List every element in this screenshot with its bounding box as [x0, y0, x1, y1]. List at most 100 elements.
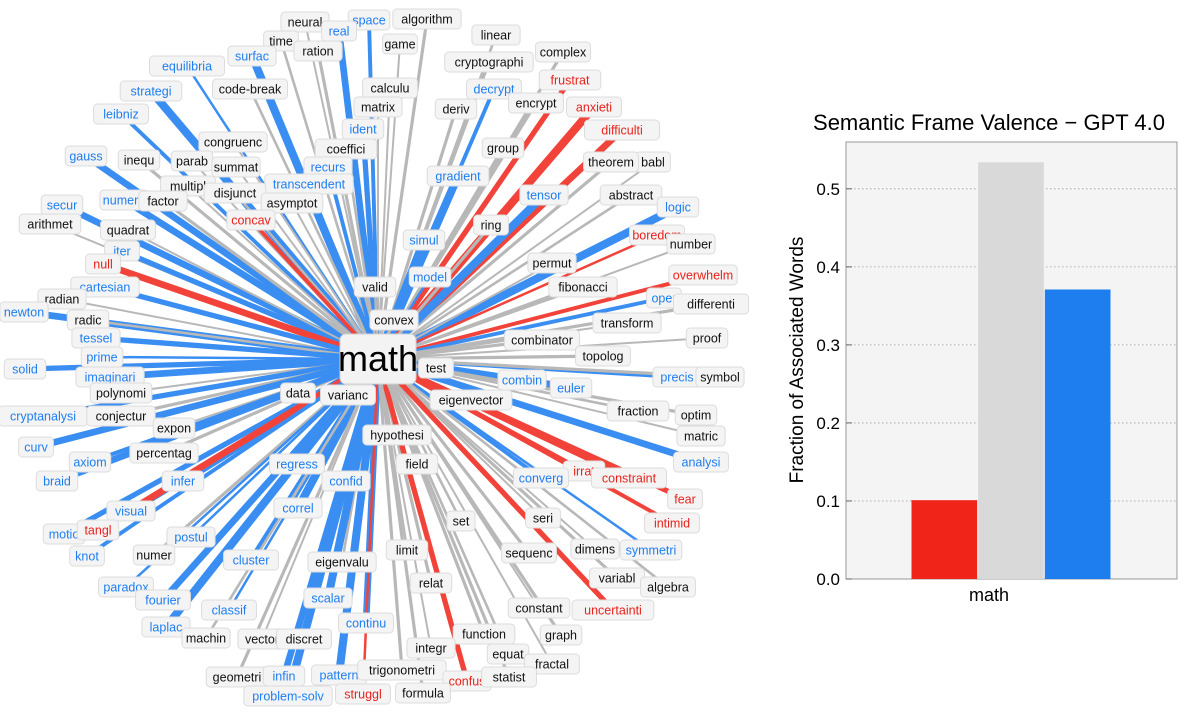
node-axiom: axiom [68, 451, 112, 473]
node-label: fibonacci [558, 281, 607, 295]
node-label: number [670, 238, 712, 252]
node-struggl: struggl [335, 683, 391, 705]
node-limit: limit [385, 539, 429, 561]
node-label: arithmet [27, 218, 73, 232]
node-label: proof [693, 332, 722, 346]
node-label: code-break [219, 83, 282, 97]
node-neural: neural [280, 11, 330, 33]
node-label: test [426, 362, 447, 376]
node-combin: combin [497, 369, 547, 391]
edge-intimid [377, 357, 673, 525]
node-label: statist [493, 671, 526, 685]
node-label: permut [533, 257, 572, 271]
node-newton: newton [0, 301, 49, 323]
node-fear: fear [667, 488, 703, 510]
node-label: axiom [73, 456, 106, 470]
edge-time [279, 40, 380, 360]
y-tick-label: 0.2 [816, 414, 840, 433]
node-box [395, 682, 451, 704]
node-secur: secur [40, 194, 84, 216]
node-leibniz: leibniz [93, 103, 149, 125]
chart-title: Semantic Frame Valence − GPT 4.0 [813, 110, 1165, 135]
node-symbol: symbol [695, 366, 745, 388]
node-eigenvector: eigenvector [429, 389, 513, 411]
node-ring: ring [473, 214, 509, 236]
node-fourier: fourier [135, 589, 191, 611]
node-box [64, 145, 108, 167]
node-label: leibniz [103, 108, 138, 122]
node-label: braid [43, 475, 71, 489]
node-symmetri: symmetri [619, 539, 683, 561]
node-box [619, 539, 683, 561]
node-label: vector [245, 633, 279, 647]
node-box [446, 510, 476, 532]
node-box [644, 512, 700, 534]
node-box [321, 470, 371, 492]
node-label: null [93, 258, 112, 272]
node-label: linear [481, 29, 512, 43]
node-box [369, 309, 419, 331]
node-label: polynomi [96, 387, 146, 401]
edge-algorithm [376, 18, 429, 360]
node-geometri: geometri [205, 666, 269, 688]
node-label: deriv [442, 103, 470, 117]
node-box [100, 219, 156, 241]
node-polynomi: polynomi [89, 382, 153, 404]
edge-curv [35, 355, 379, 451]
node-eigenvalu: eigenvalu [307, 551, 377, 573]
node-label: numera [103, 194, 145, 208]
node-label: decrypt [474, 83, 516, 97]
node-box [566, 96, 622, 118]
node-recurs: recurs [303, 156, 353, 178]
node-box [444, 51, 534, 73]
node-variabl: variabl [589, 567, 645, 589]
node-logic: logic [656, 196, 700, 218]
node-label: laplac [150, 621, 183, 635]
node-label: continu [346, 617, 386, 631]
node-box [166, 526, 216, 548]
node-box [269, 453, 325, 475]
node-box [668, 264, 738, 286]
edge-quadrat [127, 229, 379, 360]
node-box [161, 470, 205, 492]
node-label: convex [374, 314, 414, 328]
node-transform: transform [592, 312, 662, 334]
node-label: seri [533, 512, 553, 526]
node-space: space [347, 9, 391, 31]
node-curv: curv [18, 436, 54, 458]
node-label: fear [674, 493, 696, 507]
node-box [452, 623, 516, 645]
node-label: tangl [84, 524, 111, 538]
node-box [408, 266, 452, 288]
node-seri: seri [525, 507, 561, 529]
node-label: overwhelm [673, 269, 733, 283]
node-label: intimid [654, 517, 690, 531]
node-label: oper [651, 292, 676, 306]
node-surfac: surfac [227, 45, 277, 67]
node-constant: constant [507, 597, 571, 619]
node-box [429, 389, 513, 411]
node-label: pattern [320, 669, 359, 683]
node-label: concav [231, 214, 271, 228]
node-label: recurs [311, 161, 346, 175]
edge-integr [377, 358, 432, 649]
edge-asymptot [291, 202, 379, 360]
node-label: eigenvalu [315, 556, 369, 570]
node-label: function [462, 628, 506, 642]
node-matric: matric [676, 425, 726, 447]
node-label: classif [212, 604, 247, 618]
node-label: percentag [136, 447, 192, 461]
node-anxieti: anxieti [566, 96, 622, 118]
node-box [535, 41, 591, 63]
edge-factor [162, 199, 379, 361]
edge-struggl [361, 358, 380, 695]
node-box [307, 551, 377, 573]
node-box [525, 507, 561, 529]
node-arithmet: arithmet [18, 213, 82, 235]
node-label: congruenc [204, 136, 262, 150]
node-tangl: tangl [76, 519, 120, 541]
node-label: struggl [344, 688, 382, 702]
node-box [89, 382, 153, 404]
bar-1 [978, 162, 1044, 579]
node-gauss: gauss [64, 145, 108, 167]
